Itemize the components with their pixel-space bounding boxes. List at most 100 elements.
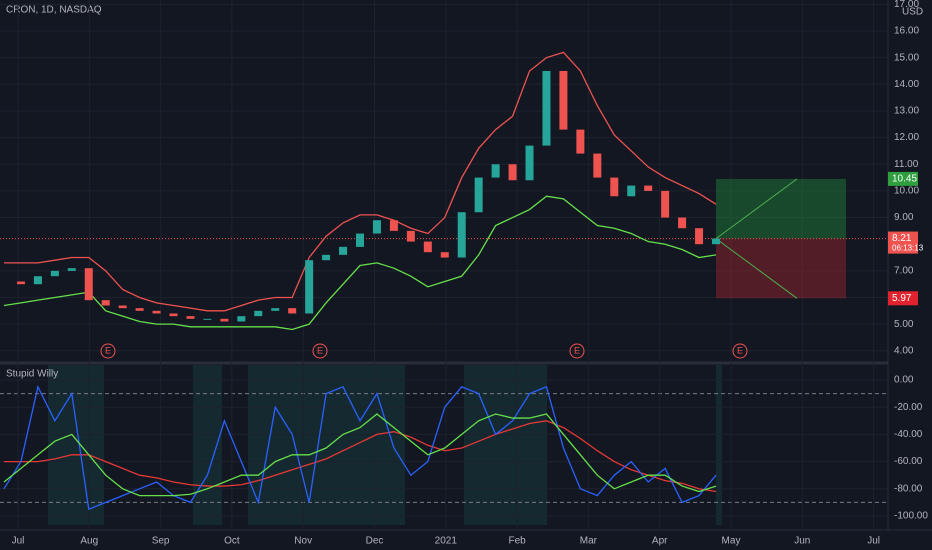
price-tick-label: 7.00	[894, 265, 914, 276]
candle	[644, 185, 653, 191]
candle	[406, 230, 415, 242]
price-tick-label: 4.00	[894, 345, 914, 356]
upper-band	[4, 51, 717, 312]
candle	[593, 153, 602, 178]
candle	[84, 268, 93, 301]
time-label: May	[722, 536, 741, 547]
candle	[305, 260, 314, 314]
candle	[678, 217, 687, 229]
earnings-label: E	[574, 345, 580, 355]
price-tick-label: 14.00	[894, 79, 919, 90]
candle	[271, 308, 280, 311]
zone	[716, 365, 722, 525]
candle	[118, 305, 127, 309]
zone	[48, 365, 104, 525]
candle	[288, 308, 297, 314]
candle	[203, 318, 212, 320]
time-label: Feb	[508, 536, 526, 547]
earnings-label: E	[737, 345, 743, 355]
indicator-tick-label: -40.00	[894, 429, 923, 440]
time-label: 2021	[435, 536, 458, 547]
price-tick-label: 9.00	[894, 212, 914, 223]
zone	[193, 365, 222, 525]
candle	[152, 310, 161, 314]
candle	[695, 228, 704, 245]
target-arrow	[715, 178, 798, 240]
time-label: Jul	[867, 536, 880, 547]
candle	[254, 310, 263, 317]
indicator-tick-label: -60.00	[894, 456, 923, 467]
target-tag: 10.45	[892, 174, 917, 185]
loss-zone	[716, 238, 846, 299]
candle	[559, 70, 568, 130]
candle	[372, 220, 381, 234]
earnings-marker	[732, 343, 748, 359]
candle	[33, 276, 42, 285]
signal-zones	[48, 365, 722, 525]
price-tick-label: 17.00	[894, 0, 919, 10]
candle	[356, 233, 364, 247]
candle	[186, 316, 195, 319]
time-label: Nov	[294, 536, 312, 547]
candle	[661, 190, 670, 218]
entry-tag-bg	[888, 231, 918, 254]
indicator-tick-label: -20.00	[894, 402, 923, 413]
time-label: Sep	[152, 536, 170, 547]
countdown: 06:13:13	[892, 244, 924, 253]
candle	[440, 252, 449, 258]
time-label: Mar	[580, 536, 598, 547]
indicator-tick-label: 0.00	[894, 375, 914, 386]
earnings-marker	[569, 343, 585, 359]
candle	[610, 177, 619, 197]
profit-zone	[716, 178, 846, 239]
zone	[464, 365, 547, 525]
price-tick-label: 16.00	[894, 26, 919, 37]
price-tick-label: 12.00	[894, 132, 919, 143]
candle	[423, 241, 432, 253]
candle	[16, 281, 25, 285]
candle	[457, 212, 466, 258]
zone	[248, 365, 405, 525]
time-label: Jul	[12, 536, 25, 547]
earnings-label: E	[105, 345, 111, 355]
stop-arrow	[715, 238, 798, 299]
candle	[508, 164, 517, 181]
price-tick-label: 5.00	[894, 319, 914, 330]
symbol-title: CRON, 1D, NASDAQ	[6, 5, 102, 16]
target-tag-bg	[888, 171, 918, 186]
indicator-tick-label: -80.00	[894, 483, 923, 494]
candle	[576, 129, 585, 154]
indicator-tick-label: -100.00	[894, 511, 928, 522]
signal-line	[3, 413, 717, 497]
price-tick-label: 13.00	[894, 106, 919, 117]
time-label: Jun	[794, 536, 810, 547]
candle	[525, 145, 534, 181]
candle	[339, 246, 348, 255]
time-label: Aug	[80, 536, 98, 547]
currency: USD	[902, 7, 923, 18]
candle	[712, 238, 720, 245]
candle	[474, 177, 483, 213]
candle	[169, 313, 178, 317]
earnings-label: E	[317, 345, 323, 355]
price-tick-label: 10.00	[894, 186, 919, 197]
price-tick-label: 11.00	[894, 159, 919, 170]
candle	[67, 268, 76, 271]
candle	[491, 164, 500, 178]
lower-band	[3, 195, 717, 331]
candle	[389, 220, 398, 231]
indicator-title: Stupid Willy	[6, 369, 58, 380]
stop-tag: 5.97	[892, 293, 912, 304]
earnings-marker	[100, 343, 116, 359]
williams-line	[3, 384, 717, 511]
candle	[220, 318, 229, 322]
candle	[322, 254, 331, 261]
slow-line	[4, 420, 717, 493]
candle	[627, 185, 636, 197]
stop-tag-bg	[888, 291, 918, 306]
candle	[237, 316, 246, 322]
price-tick-label: 15.00	[894, 52, 919, 63]
time-label: Dec	[366, 536, 384, 547]
